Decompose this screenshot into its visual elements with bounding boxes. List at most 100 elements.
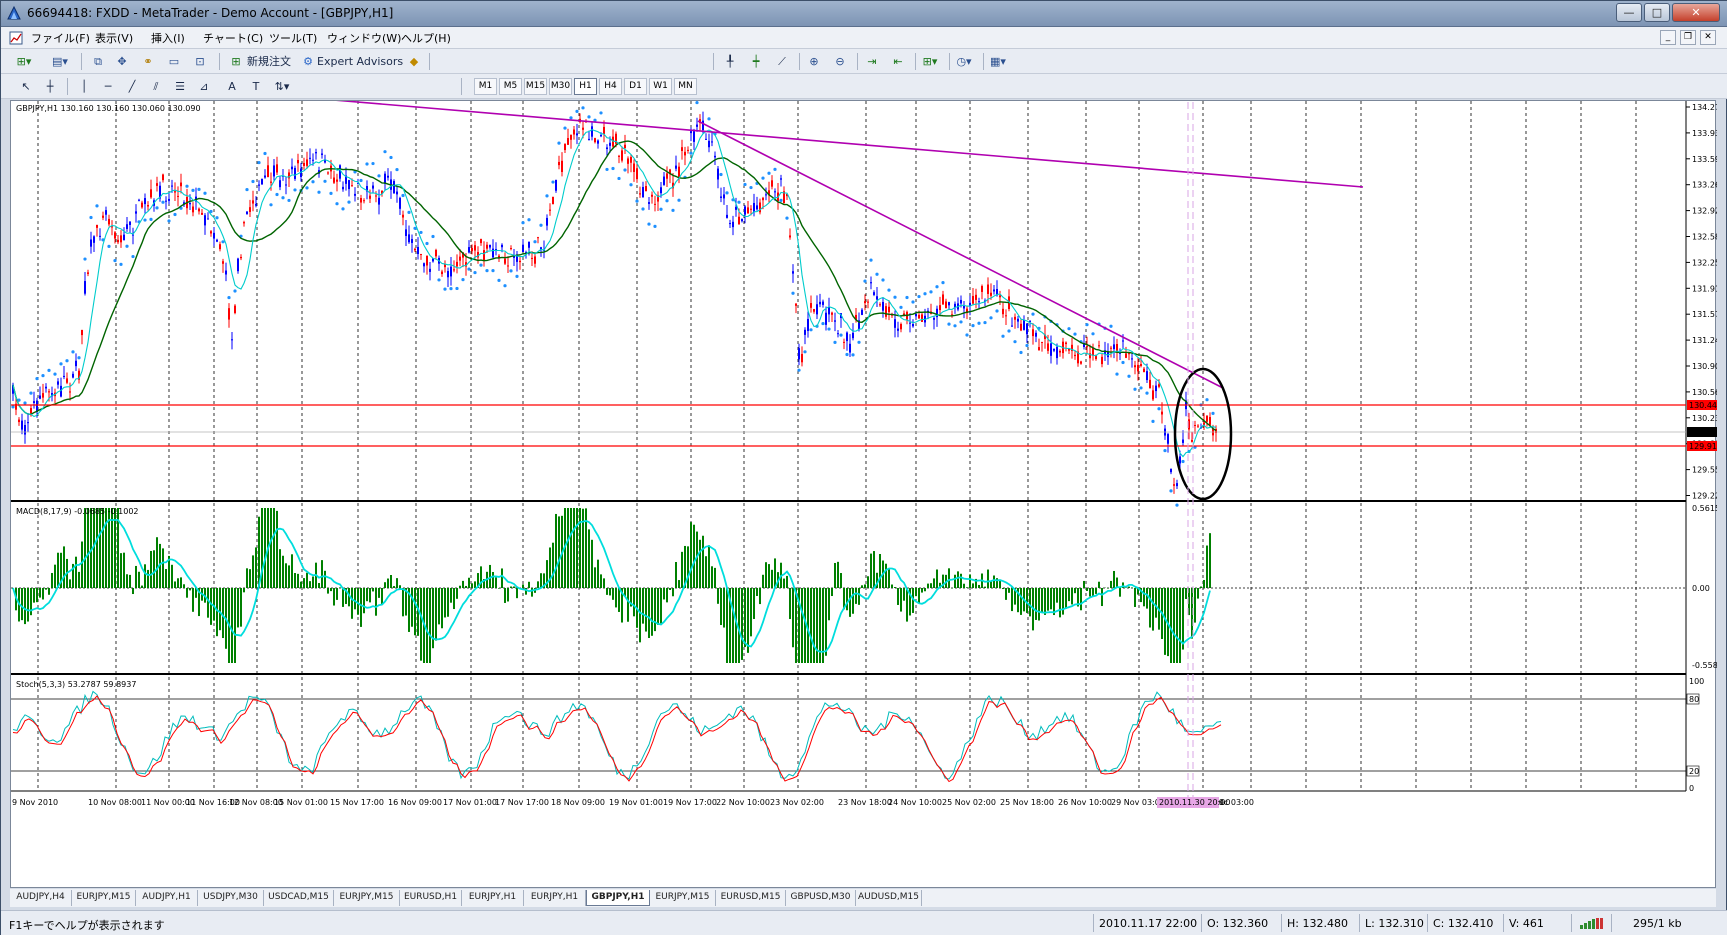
profiles-icon[interactable]: ▤▾ — [52, 55, 68, 68]
text-icon[interactable]: A — [228, 80, 236, 93]
text-label-icon[interactable]: T — [252, 80, 260, 93]
chart-tab[interactable]: EURJPY,H1 — [462, 890, 524, 906]
close-button[interactable]: ✕ — [1672, 3, 1720, 22]
chart-tab[interactable]: USDJPY,M30 — [198, 890, 264, 906]
sar-dot — [545, 194, 549, 198]
data-window-icon[interactable]: ⚭ — [143, 55, 153, 68]
terminal-icon[interactable]: ▭ — [168, 55, 180, 68]
chart-tab[interactable]: GBPUSD,M30 — [786, 890, 856, 906]
macd-bar — [276, 510, 278, 588]
candle-body — [567, 138, 569, 145]
horizontal-line-icon[interactable]: ─ — [104, 80, 112, 93]
chart-shift-icon[interactable]: ⇤ — [893, 55, 903, 68]
macd-bar — [660, 588, 662, 624]
candle-body — [270, 181, 272, 183]
templates-icon[interactable]: ▦▾ — [990, 55, 1006, 68]
macd-bar — [30, 588, 32, 616]
chart-tab[interactable]: GBPJPY,H1 — [586, 890, 650, 906]
candle-body — [609, 142, 611, 146]
timeframe-h1[interactable]: H1 — [574, 78, 597, 95]
sar-dot — [131, 254, 135, 259]
title-bar[interactable]: 66694418: FXDD - MetaTrader - Demo Accou… — [1, 1, 1727, 27]
timeframe-m1[interactable]: M1 — [474, 78, 497, 95]
minimize-button[interactable]: — — [1616, 3, 1642, 22]
menu-help[interactable]: ヘルプ(H) — [401, 32, 451, 45]
fibonacci-icon[interactable]: ☰ — [175, 80, 185, 93]
timeframe-d1[interactable]: D1 — [624, 78, 647, 95]
macd-bar — [462, 580, 464, 588]
candlestick-icon[interactable]: ┿ — [752, 55, 760, 68]
macd-bar — [255, 547, 257, 588]
line-chart-icon[interactable]: ⟋ — [778, 55, 786, 68]
chart-tab[interactable]: EURJPY,M15 — [72, 890, 136, 906]
timeframe-m15[interactable]: M15 — [524, 78, 547, 95]
indicator-lines — [12, 129, 1217, 458]
chart-tab[interactable]: EURJPY,M15 — [334, 890, 400, 906]
zoom-out-icon[interactable]: ⊖ — [835, 55, 845, 68]
menu-tools[interactable]: ツール(T) — [269, 32, 318, 45]
chart-tab[interactable]: EURJPY,M15 — [650, 890, 716, 906]
new-chart-icon[interactable]: ⊞▾ — [16, 55, 32, 68]
macd-bar — [33, 588, 35, 603]
candle-body — [381, 190, 383, 194]
menu-window[interactable]: ウィンドウ(W) — [327, 32, 402, 45]
chart-window-icon[interactable] — [9, 31, 23, 45]
arrows-icon[interactable]: ⇅▾ — [274, 80, 290, 93]
gann-icon[interactable]: ⊿ — [199, 80, 209, 93]
expert-advisors-icon[interactable]: ⚙ — [303, 55, 313, 68]
chart-canvas[interactable]: 134.270 133.930 133.590 133.260 132.920 132.5… — [11, 101, 1717, 889]
chart-tab[interactable]: AUDJPY,H1 — [136, 890, 198, 906]
expert-advisors-button[interactable]: Expert Advisors — [317, 55, 404, 68]
chart-tab[interactable]: EURUSD,H1 — [400, 890, 462, 906]
warning-icon[interactable]: ◆ — [409, 55, 419, 68]
timeframe-w1[interactable]: W1 — [649, 78, 672, 95]
timeframe-m5[interactable]: M5 — [499, 78, 522, 95]
navigator-icon[interactable]: ✥ — [117, 55, 127, 68]
crosshair-icon[interactable]: ┼ — [46, 80, 54, 93]
new-order-button[interactable]: 新規注文 — [247, 55, 291, 68]
sar-dot — [881, 278, 885, 282]
timeframe-mn[interactable]: MN — [674, 78, 697, 95]
menu-insert[interactable]: 挿入(I) — [151, 32, 185, 45]
trendline-icon[interactable]: ╱ — [128, 80, 136, 93]
mdi-minimize-button[interactable]: _ — [1660, 30, 1676, 45]
periods-icon[interactable]: ◷▾ — [956, 55, 972, 68]
candle-body — [693, 131, 695, 142]
sar-dot — [623, 168, 627, 172]
chart-tab[interactable]: USDCAD,M15 — [264, 890, 334, 906]
cursor-icon[interactable]: ↖ — [21, 80, 31, 93]
strategy-tester-icon[interactable]: ⊡ — [195, 55, 205, 68]
market-watch-icon[interactable]: ⧉ — [94, 55, 102, 68]
macd-bar — [1194, 588, 1196, 623]
candle-body — [1104, 350, 1106, 354]
menu-view[interactable]: 表示(V) — [95, 32, 134, 45]
bar-chart-icon[interactable]: ╀ — [726, 55, 734, 68]
new-order-icon[interactable]: ⊞ — [231, 55, 241, 68]
status-volume: V: 461 — [1509, 917, 1544, 930]
macd-bar — [441, 588, 443, 629]
chart-tab[interactable]: EURUSD,M15 — [716, 890, 786, 906]
chart-window[interactable]: 134.270 133.930 133.590 133.260 132.920 132.5… — [10, 100, 1717, 889]
chart-tab[interactable]: AUDUSD,M15 — [856, 890, 922, 906]
maximize-button[interactable]: □ — [1644, 3, 1670, 22]
menu-chart[interactable]: チャート(C) — [203, 32, 264, 45]
vertical-line-icon[interactable]: │ — [80, 80, 88, 93]
autoscroll-icon[interactable]: ⇥ — [867, 55, 877, 68]
candle-body — [621, 150, 623, 161]
menu-file[interactable]: ファイル(F) — [31, 32, 90, 45]
zoom-in-icon[interactable]: ⊕ — [809, 55, 819, 68]
indicators-icon[interactable]: ⊞▾ — [922, 55, 938, 68]
macd-bar — [747, 588, 749, 653]
candle-body — [1173, 484, 1175, 486]
candle-body — [1158, 384, 1160, 387]
macd-bar — [345, 588, 347, 604]
timeframe-h4[interactable]: H4 — [599, 78, 622, 95]
mdi-close-button[interactable]: ✕ — [1700, 30, 1716, 45]
timeframe-m30[interactable]: M30 — [549, 78, 572, 95]
equidistant-channel-icon[interactable]: ⫽ — [153, 80, 159, 93]
macd-bar — [654, 588, 656, 632]
chart-tab[interactable]: AUDJPY,H4 — [10, 890, 72, 906]
mdi-restore-button[interactable]: ❐ — [1680, 30, 1696, 45]
candle-body — [228, 308, 230, 320]
chart-tab[interactable]: EURJPY,H1 — [524, 890, 586, 906]
